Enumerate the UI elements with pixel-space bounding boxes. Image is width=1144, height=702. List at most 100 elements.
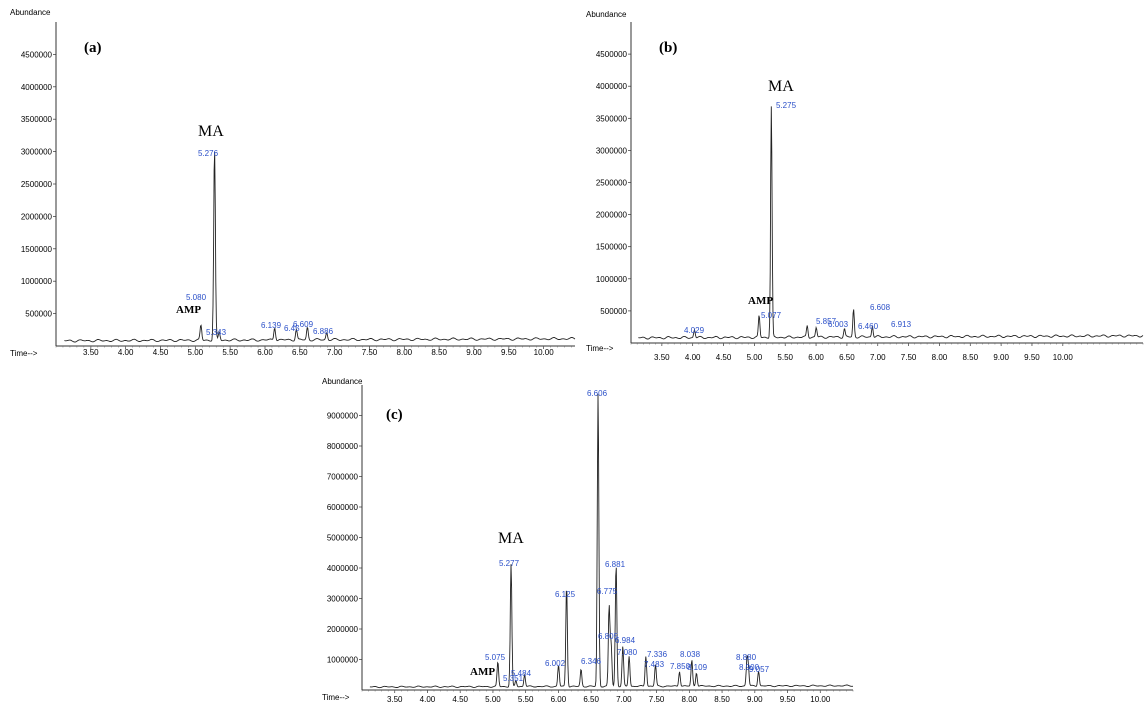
peak-label: 6.609: [293, 320, 314, 329]
x-tick-label: 5.50: [777, 353, 793, 362]
peak-label: 6.886: [313, 327, 334, 336]
x-tick-label: 7.50: [901, 353, 917, 362]
x-tick-label: 9.50: [780, 695, 796, 702]
peak-label: 6.346: [581, 657, 602, 666]
chart-panel-2: 1000000 2000000 3000000 4000000 5000000 60000…: [322, 377, 854, 702]
x-tick-label: 9.50: [1024, 353, 1040, 362]
x-tick-label: 7.00: [870, 353, 886, 362]
y-tick-label: 1000000: [327, 656, 359, 665]
compound-label-ma: MA: [198, 123, 224, 140]
x-tick-label: 4.50: [153, 348, 169, 357]
peak-label: 5.277: [499, 559, 520, 568]
peak-label: 8.038: [680, 650, 701, 659]
y-tick-label: 2500000: [596, 179, 628, 188]
peak-label: 6.002: [545, 659, 566, 668]
x-axis-title: Time-->: [586, 344, 614, 353]
x-axis-title: Time-->: [322, 693, 350, 702]
peak-label: 6.984: [615, 636, 636, 645]
panel-label: (b): [659, 40, 677, 56]
peak-label: 6.881: [605, 560, 626, 569]
y-tick-label: 4500000: [596, 50, 628, 59]
panel-label: (a): [84, 40, 102, 56]
compound-label-amp: AMP: [176, 304, 201, 316]
x-tick-label: 7.00: [327, 348, 343, 357]
chromatogram-trace: [638, 106, 1144, 340]
peak-label: 5.077: [761, 311, 782, 320]
peak-label: 6.45: [284, 324, 300, 333]
peak-label: 6.606: [587, 389, 608, 398]
chromatogram-trace: [369, 394, 854, 689]
peak-label: 9.057: [749, 665, 770, 674]
x-tick-label: 10.00: [810, 695, 831, 702]
x-tick-label: 4.50: [452, 695, 468, 702]
x-tick-label: 7.00: [616, 695, 632, 702]
y-tick-label: 1000000: [21, 277, 53, 286]
x-tick-label: 3.50: [387, 695, 403, 702]
x-tick-label: 8.50: [714, 695, 730, 702]
y-tick-label: 4000000: [596, 82, 628, 91]
x-tick-label: 5.50: [222, 348, 238, 357]
x-tick-label: 9.00: [993, 353, 1009, 362]
x-tick-label: 4.00: [420, 695, 436, 702]
y-tick-label: 4000000: [327, 564, 359, 573]
compound-label-amp: AMP: [748, 295, 773, 307]
x-tick-label: 8.00: [397, 348, 413, 357]
peak-label: 5.275: [776, 101, 797, 110]
y-tick-label: 4500000: [21, 50, 53, 59]
x-tick-label: 10.00: [1053, 353, 1074, 362]
y-tick-label: 500000: [25, 310, 52, 319]
x-tick-label: 3.50: [654, 353, 670, 362]
y-tick-label: 8000000: [327, 442, 359, 451]
y-tick-label: 3000000: [327, 595, 359, 604]
peak-label: 6.003: [828, 320, 849, 329]
y-axis-title: Abundance: [10, 8, 51, 17]
peak-label: 5.080: [186, 293, 207, 302]
x-tick-label: 8.00: [932, 353, 948, 362]
peak-label: 5.075: [485, 653, 506, 662]
peak-label: 8.900: [739, 663, 760, 672]
x-tick-label: 10.00: [534, 348, 555, 357]
peak-label: 6.125: [555, 590, 576, 599]
peak-label: 5.343: [206, 328, 227, 337]
y-tick-label: 6000000: [327, 503, 359, 512]
chromatogram-trace: [64, 151, 576, 343]
y-tick-label: 4000000: [21, 83, 53, 92]
y-tick-label: 9000000: [327, 412, 359, 421]
x-tick-label: 6.00: [257, 348, 273, 357]
y-tick-label: 1000000: [596, 275, 628, 284]
x-axis-title: Time-->: [10, 349, 38, 358]
y-tick-label: 500000: [600, 307, 627, 316]
peak-label: 5.351: [503, 674, 524, 683]
peak-label: 4.029: [684, 326, 705, 335]
x-tick-label: 6.00: [551, 695, 567, 702]
compound-label-amp: AMP: [470, 666, 495, 678]
x-tick-label: 9.00: [466, 348, 482, 357]
peak-label: 7.080: [617, 648, 638, 657]
x-tick-label: 5.00: [485, 695, 501, 702]
peak-label: 6.913: [891, 320, 912, 329]
y-tick-label: 3000000: [21, 148, 53, 157]
peak-label: 8.109: [687, 663, 708, 672]
x-tick-label: 5.00: [747, 353, 763, 362]
chart-panel-0: 500000 1000000 1500000 2000000 2500000 300000…: [10, 8, 576, 358]
peak-label: 5.276: [198, 149, 219, 158]
y-tick-label: 2000000: [327, 625, 359, 634]
peak-label: 7.850: [670, 662, 691, 671]
y-tick-label: 2500000: [21, 180, 53, 189]
y-tick-label: 5000000: [327, 534, 359, 543]
y-tick-label: 3000000: [596, 146, 628, 155]
x-tick-label: 8.00: [682, 695, 698, 702]
y-tick-label: 3500000: [596, 114, 628, 123]
chart-panel-1: 500000 1000000 1500000 2000000 2500000 300000…: [586, 10, 1144, 362]
compound-label-ma: MA: [768, 78, 794, 95]
x-tick-label: 7.50: [362, 348, 378, 357]
x-tick-label: 6.50: [292, 348, 308, 357]
x-tick-label: 4.50: [716, 353, 732, 362]
x-tick-label: 9.50: [501, 348, 517, 357]
x-tick-label: 9.00: [747, 695, 763, 702]
x-tick-label: 5.50: [518, 695, 534, 702]
y-axis-title: Abundance: [322, 377, 363, 386]
peak-label: 6.775: [597, 587, 618, 596]
x-tick-label: 8.50: [431, 348, 447, 357]
